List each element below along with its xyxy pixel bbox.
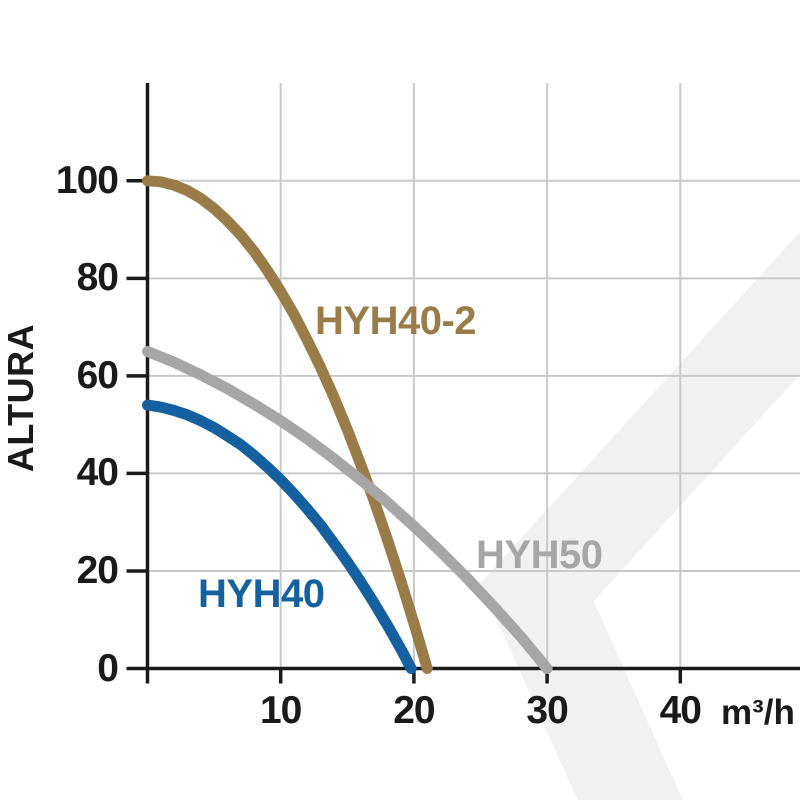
y-tick-label: 80 [76,256,119,300]
x-tick-label: 40 [659,689,702,732]
y-tick-label: 100 [55,158,119,202]
x-axis-unit: m³/h [721,693,795,732]
x-tick-label: 30 [526,689,568,732]
curve-label-hyh40-2: HYH40-2 [315,299,477,343]
x-tick-label: 20 [393,689,435,732]
curve-hyh50 [142,346,553,674]
y-tick-label: 60 [76,353,119,397]
y-tick-label: 40 [76,451,119,495]
curve-hyh40-2 [142,175,433,674]
curve-label-hyh50: HYH50 [476,533,603,577]
y-tick-label: 0 [97,646,119,690]
x-tick-label: 10 [259,689,302,732]
chevron-watermark-icon [480,231,800,800]
curve-label-hyh40: HYH40 [198,572,325,616]
curve-hyh40 [142,399,417,674]
y-tick-label: 20 [76,548,119,592]
